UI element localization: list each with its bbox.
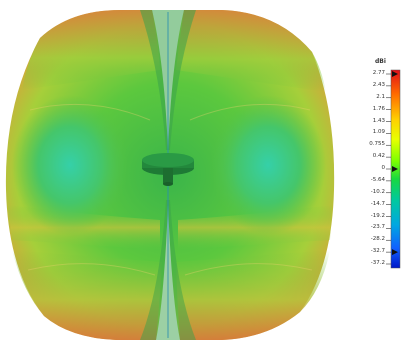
tick-label: 0 <box>381 165 386 171</box>
right-lobe-highlight <box>210 95 326 235</box>
tick-label: -19.2 <box>370 212 385 219</box>
tick-label: -23.7 <box>370 224 385 231</box>
pattern-bottom-rim <box>12 250 162 340</box>
tick-label: 1.43 <box>372 117 385 124</box>
tick-label: -37.2 <box>370 260 385 266</box>
pattern-top-rim <box>22 10 160 90</box>
level-marker <box>392 166 398 172</box>
tick-label: 2.1 <box>376 93 385 100</box>
tick-label: -14.7 <box>370 200 385 207</box>
tick-label: -28.2 <box>370 236 385 243</box>
left-lobe-highlight <box>12 95 128 235</box>
pattern-bottom-rim-right <box>176 250 330 340</box>
radiation-pattern-3d <box>5 10 335 340</box>
level-marker <box>392 249 398 256</box>
color-bar <box>386 69 401 269</box>
tick-label: 2.43 <box>372 81 385 88</box>
pattern-top-rim-right <box>176 10 326 92</box>
tick-label: -10.2 <box>370 188 385 195</box>
level-markers <box>392 71 398 256</box>
color-legend: 2.77 2.43 2.1 1.76 1.43 1.09 0.755 0.42 0 -5.64 -1… <box>356 52 406 282</box>
tick-marks <box>386 73 391 265</box>
tick-label: 1.09 <box>372 129 385 136</box>
tick-label: 2.77 <box>372 70 385 76</box>
tick-label: -5.64 <box>370 176 385 183</box>
tick-label: 1.76 <box>372 105 385 112</box>
tick-label: 0.42 <box>372 153 385 160</box>
legend-unit: dBi <box>375 58 386 65</box>
tick-label: 0.755 <box>369 141 385 148</box>
level-marker <box>392 71 398 77</box>
antenna-feed <box>142 153 194 186</box>
contour-lines <box>27 103 313 276</box>
tick-label: -32.7 <box>370 248 385 255</box>
